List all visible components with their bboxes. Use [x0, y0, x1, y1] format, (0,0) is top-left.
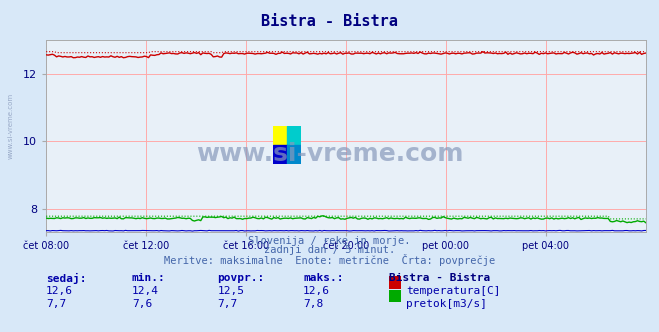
Text: 7,7: 7,7	[46, 299, 67, 309]
Text: www.si-vreme.com: www.si-vreme.com	[8, 93, 14, 159]
Text: 7,6: 7,6	[132, 299, 152, 309]
Text: 12,6: 12,6	[303, 286, 330, 296]
Text: min.:: min.:	[132, 273, 165, 283]
Bar	[287, 126, 301, 145]
Text: sedaj:: sedaj:	[46, 273, 86, 284]
Text: pretok[m3/s]: pretok[m3/s]	[406, 299, 487, 309]
Text: povpr.:: povpr.:	[217, 273, 265, 283]
Text: 12,4: 12,4	[132, 286, 159, 296]
Bar	[287, 145, 301, 164]
Bar	[273, 145, 287, 164]
Text: Meritve: maksimalne  Enote: metrične  Črta: povprečje: Meritve: maksimalne Enote: metrične Črta…	[164, 254, 495, 266]
Text: temperatura[C]: temperatura[C]	[406, 286, 500, 296]
Text: Bistra - Bistra: Bistra - Bistra	[261, 14, 398, 29]
Text: 7,7: 7,7	[217, 299, 238, 309]
Text: www.si-vreme.com: www.si-vreme.com	[196, 142, 463, 166]
Text: zadnji dan / 5 minut.: zadnji dan / 5 minut.	[264, 245, 395, 255]
Text: 12,6: 12,6	[46, 286, 73, 296]
Text: Bistra - Bistra: Bistra - Bistra	[389, 273, 490, 283]
Text: maks.:: maks.:	[303, 273, 343, 283]
Text: 7,8: 7,8	[303, 299, 324, 309]
Text: 12,5: 12,5	[217, 286, 244, 296]
Bar	[273, 126, 287, 145]
Text: Slovenija / reke in morje.: Slovenija / reke in morje.	[248, 236, 411, 246]
